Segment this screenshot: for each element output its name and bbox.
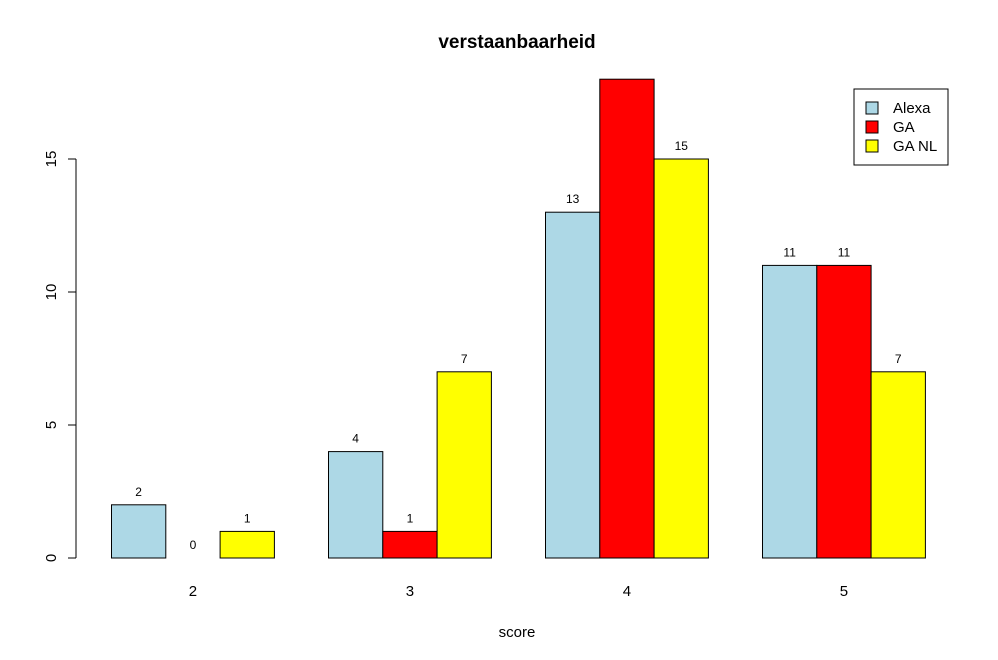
bar-data-label: 1 [244, 511, 251, 525]
legend-entry: Alexa [893, 100, 931, 117]
y-tick-label: 0 [43, 554, 60, 562]
bar [328, 451, 384, 559]
legend-entry: GA NL [893, 138, 937, 155]
legend-swatch [865, 120, 879, 134]
bar [599, 78, 655, 559]
bar [816, 264, 872, 559]
bar-data-label: 7 [895, 352, 902, 366]
y-tick-label: 10 [43, 284, 60, 301]
bar [219, 530, 275, 559]
bar [545, 211, 601, 559]
x-tick-label: 5 [840, 583, 848, 600]
bar-data-label: 11 [783, 245, 796, 259]
legend-swatch [865, 139, 879, 153]
bar-data-label: 11 [838, 245, 851, 259]
bar [653, 158, 709, 559]
x-tick-label: 3 [406, 583, 414, 600]
bar [111, 504, 167, 559]
legend: Alexa GA GA NL [853, 88, 949, 166]
y-tick-label: 5 [43, 421, 60, 429]
y-axis: 0 5 10 15 [43, 151, 77, 562]
bar-data-label: 13 [566, 192, 580, 206]
legend-entry: GA [893, 119, 915, 136]
bar-data-labels: 2 0 1 4 1 7 13 15 11 11 7 [135, 139, 902, 552]
bar-data-label: 0 [190, 538, 197, 552]
bar [762, 264, 818, 559]
bar [436, 371, 492, 559]
x-tick-label: 2 [189, 583, 197, 600]
bars [111, 78, 926, 559]
chart-title: verstaanbaarheid [438, 32, 595, 53]
bar-data-label: 15 [675, 139, 689, 153]
x-axis-label: score [499, 624, 536, 641]
legend-swatch [865, 101, 879, 115]
x-tick-labels: 2 3 4 5 [189, 583, 848, 600]
bar-data-label: 7 [461, 352, 468, 366]
x-tick-label: 4 [623, 583, 631, 600]
bar [382, 530, 438, 559]
bar-data-label: 4 [352, 432, 359, 446]
bar-data-label: 2 [135, 485, 142, 499]
bar-data-label: 1 [407, 511, 414, 525]
bar [870, 371, 926, 559]
y-tick-label: 15 [43, 151, 60, 168]
